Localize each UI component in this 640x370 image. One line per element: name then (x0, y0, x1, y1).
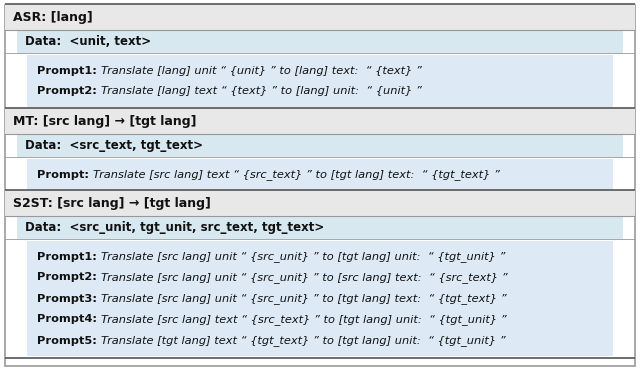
Bar (17, 30, 623, 53)
Text: Data:  <unit, text>: Data: <unit, text> (25, 35, 151, 48)
Bar (5, 4, 635, 30)
Text: Translate [src lang] unit “ {src_unit} ” to [src lang] text:  “ {src_text} ”: Translate [src lang] unit “ {src_unit} ”… (101, 272, 508, 283)
Bar (17, 134, 623, 157)
Text: Data:  <src_text, tgt_text>: Data: <src_text, tgt_text> (25, 139, 203, 152)
Text: ASR: [lang]: ASR: [lang] (13, 10, 93, 24)
Text: Prompt1:: Prompt1: (37, 65, 101, 75)
Bar (27, 159, 613, 190)
Text: Prompt3:: Prompt3: (37, 293, 101, 303)
Text: Prompt1:: Prompt1: (37, 252, 101, 262)
Text: Prompt4:: Prompt4: (37, 314, 101, 324)
Bar (5, 190, 635, 216)
Text: Translate [lang] text “ {text} ” to [lang] unit:  “ {unit} ”: Translate [lang] text “ {text} ” to [lan… (101, 87, 422, 97)
Text: Prompt:: Prompt: (37, 169, 93, 179)
Bar (17, 216, 623, 239)
Text: S2ST: [src lang] → [tgt lang]: S2ST: [src lang] → [tgt lang] (13, 196, 211, 209)
Text: Translate [src lang] text “ {src_text} ” to [tgt lang] unit:  “ {tgt_unit} ”: Translate [src lang] text “ {src_text} ”… (101, 314, 507, 325)
Text: Translate [src lang] unit “ {src_unit} ” to [tgt lang] text:  “ {tgt_text} ”: Translate [src lang] unit “ {src_unit} ”… (101, 293, 507, 304)
Text: Prompt2:: Prompt2: (37, 272, 101, 283)
Bar (5, 108, 635, 134)
Text: Prompt2:: Prompt2: (37, 87, 101, 97)
Text: Translate [src lang] text “ {src_text} ” to [tgt lang] text:  “ {tgt_text} ”: Translate [src lang] text “ {src_text} ”… (93, 169, 500, 180)
Text: MT: [src lang] → [tgt lang]: MT: [src lang] → [tgt lang] (13, 114, 196, 128)
Text: Data:  <src_unit, tgt_unit, src_text, tgt_text>: Data: <src_unit, tgt_unit, src_text, tgt… (25, 221, 324, 234)
Bar (27, 241, 613, 356)
Text: Translate [src lang] unit “ {src_unit} ” to [tgt lang] unit:  “ {tgt_unit} ”: Translate [src lang] unit “ {src_unit} ”… (101, 251, 505, 262)
Bar (27, 55, 613, 107)
Text: Translate [tgt lang] text “ {tgt_text} ” to [tgt lang] unit:  “ {tgt_unit} ”: Translate [tgt lang] text “ {tgt_text} ”… (101, 335, 506, 346)
Text: Translate [lang] unit “ {unit} ” to [lang] text:  “ {text} ”: Translate [lang] unit “ {unit} ” to [lan… (101, 65, 422, 75)
Text: Prompt5:: Prompt5: (37, 336, 101, 346)
